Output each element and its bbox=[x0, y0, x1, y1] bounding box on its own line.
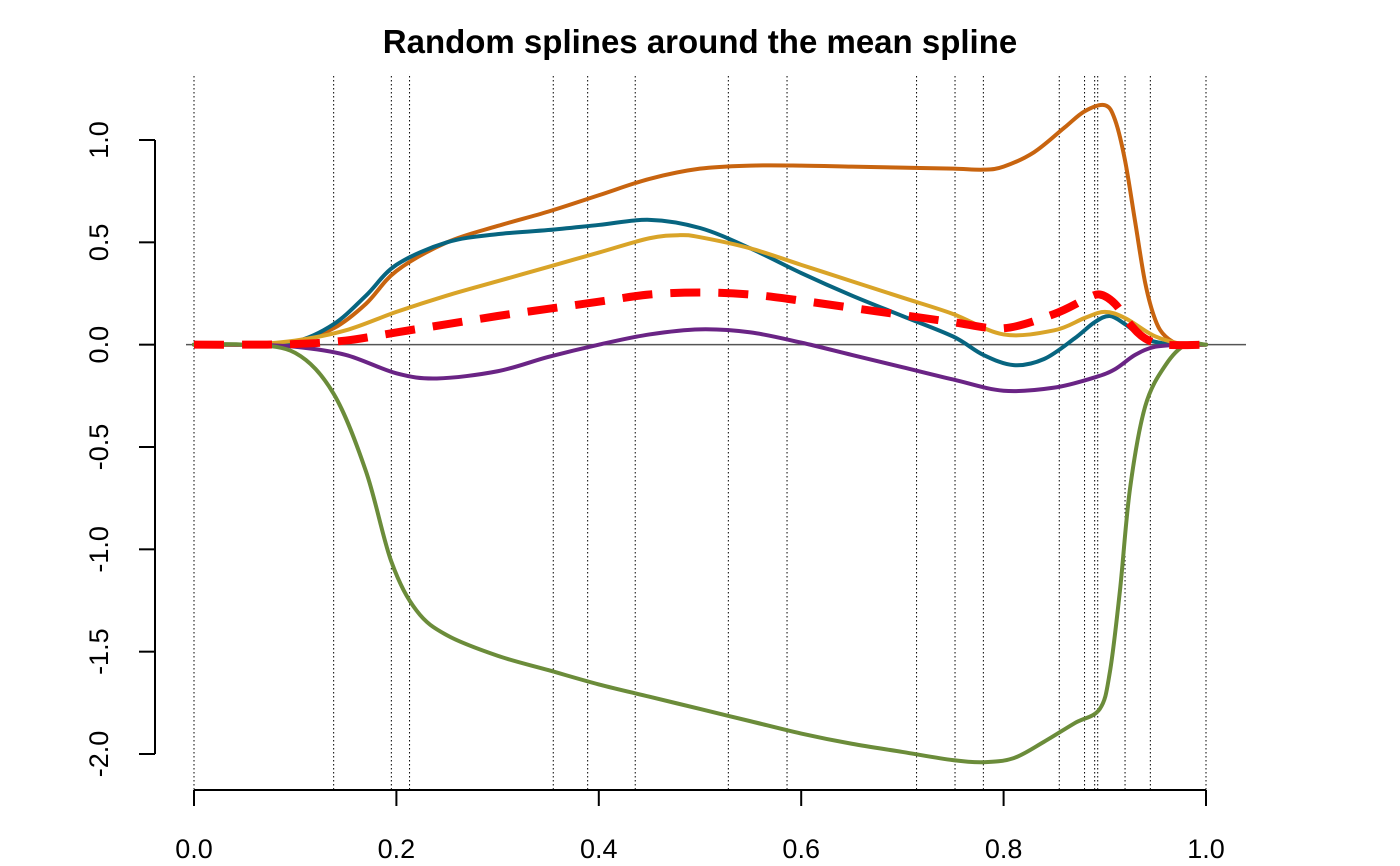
random-spline-line-5 bbox=[192, 341, 1208, 765]
mean-spline-line bbox=[193, 288, 1207, 350]
random-spline-line-4 bbox=[192, 327, 1208, 394]
x-tick-label: 0.4 bbox=[580, 834, 618, 864]
y-tick-label: -1.5 bbox=[84, 628, 114, 675]
y-tick-label: -0.5 bbox=[84, 424, 114, 471]
x-tick-label: 0.6 bbox=[782, 834, 820, 864]
y-tick-label: 0.5 bbox=[84, 224, 114, 262]
chart-title: Random splines around the mean spline bbox=[383, 23, 1017, 60]
random-spline-line-3 bbox=[192, 233, 1208, 348]
knot-lines bbox=[193, 76, 1207, 790]
x-tick-label: 1.0 bbox=[1187, 834, 1225, 864]
series-group bbox=[192, 102, 1208, 765]
y-tick-label: 0.0 bbox=[84, 326, 114, 364]
x-axis: 0.0 0.2 0.4 0.6 0.8 1.0 bbox=[175, 789, 1225, 864]
y-tick-label: -2.0 bbox=[84, 731, 114, 778]
y-axis: 1.0 0.5 0.0 -0.5 -1.0 -1.5 -2.0 bbox=[84, 121, 156, 778]
random-spline-line-2 bbox=[192, 217, 1208, 368]
plot-area bbox=[186, 76, 1246, 790]
random-spline-line-1 bbox=[192, 102, 1208, 348]
y-tick-label: 1.0 bbox=[84, 121, 114, 159]
x-tick-label: 0.2 bbox=[378, 834, 416, 864]
y-tick-label: -1.0 bbox=[84, 526, 114, 573]
x-tick-label: 0.0 bbox=[175, 834, 213, 864]
x-tick-label: 0.8 bbox=[985, 834, 1023, 864]
